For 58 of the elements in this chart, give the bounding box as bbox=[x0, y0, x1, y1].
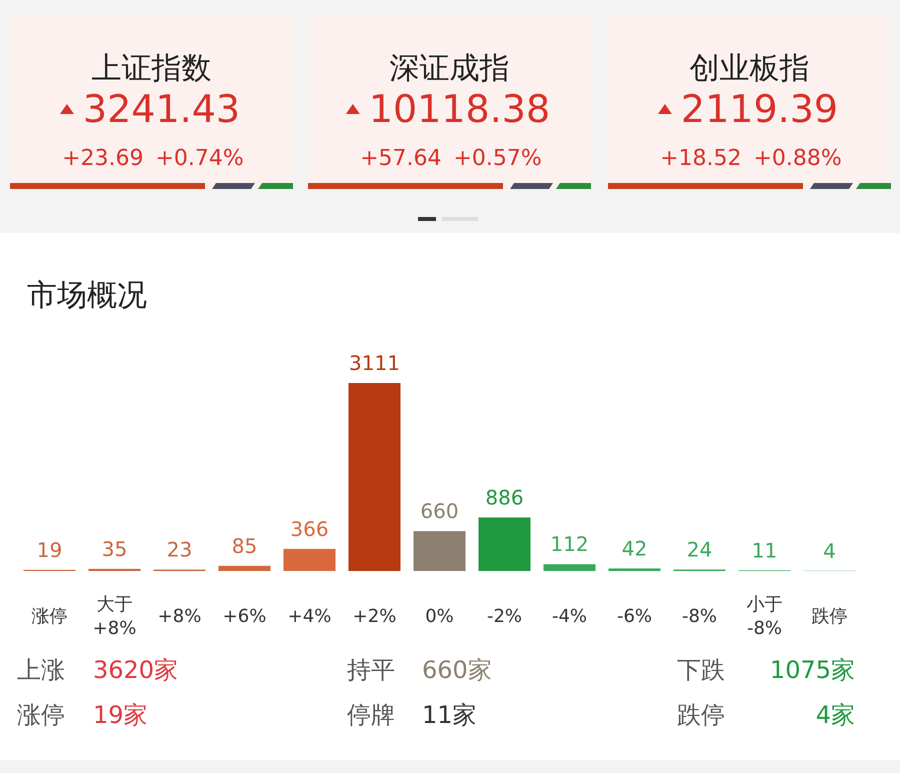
x-tick-label: +2% bbox=[352, 606, 396, 627]
text: +18.52 bbox=[660, 146, 742, 171]
x-tick-label: 涨停 bbox=[32, 606, 68, 627]
bar bbox=[414, 531, 466, 571]
bar bbox=[544, 564, 596, 571]
data-label: 112 bbox=[550, 532, 589, 556]
x-tick-label: +4% bbox=[288, 606, 332, 627]
data-label: 4 bbox=[823, 538, 836, 563]
x-tick-label: 大于 +8% bbox=[92, 594, 136, 639]
data-label: 11 bbox=[752, 538, 778, 562]
text: 停牌 bbox=[347, 701, 395, 729]
text: 上证指数 bbox=[92, 51, 212, 86]
text: 1075家 bbox=[770, 656, 855, 684]
bar bbox=[478, 517, 530, 571]
text: 10118.38 bbox=[368, 87, 550, 131]
text: 上涨 bbox=[17, 656, 65, 684]
text: 19家 bbox=[93, 701, 148, 729]
text: +23.69 bbox=[62, 146, 144, 171]
text: 11家 bbox=[422, 701, 477, 729]
chart-title: 市场概况 bbox=[27, 278, 147, 313]
text: 3620家 bbox=[93, 656, 178, 684]
x-tick-label: +8% bbox=[158, 606, 202, 627]
bar bbox=[608, 568, 660, 571]
text: +0.57% bbox=[454, 146, 542, 171]
data-label: 366 bbox=[290, 516, 329, 541]
data-label: 24 bbox=[686, 538, 712, 562]
text: 深证成指 bbox=[390, 51, 510, 86]
text: 4家 bbox=[816, 701, 855, 729]
text: +57.64 bbox=[360, 146, 442, 171]
x-tick-label: 0% bbox=[425, 606, 454, 627]
data-label: 660 bbox=[420, 499, 459, 524]
x-tick-label: -6% bbox=[616, 606, 652, 627]
x-tick-label: 小于 -8% bbox=[746, 594, 782, 639]
text: 持平 bbox=[347, 656, 395, 684]
text: 涨停 bbox=[17, 701, 65, 729]
x-tick-label: 跌停 bbox=[812, 606, 848, 627]
text: +0.74% bbox=[156, 146, 244, 171]
data-label: 19 bbox=[36, 538, 62, 562]
bar bbox=[348, 383, 400, 571]
text: 660家 bbox=[422, 656, 492, 684]
data-label: 85 bbox=[232, 534, 258, 558]
x-tick-label: +6% bbox=[222, 606, 266, 627]
data-label: 35 bbox=[102, 536, 128, 561]
text: 创业板指 bbox=[690, 51, 810, 86]
text: 跌停 bbox=[677, 701, 725, 729]
data-label: 3111 bbox=[349, 351, 400, 375]
text: 3241.43 bbox=[82, 87, 240, 131]
data-label: 42 bbox=[622, 536, 648, 560]
data-label: 23 bbox=[166, 538, 192, 562]
x-tick-label: -8% bbox=[682, 606, 718, 627]
bar bbox=[218, 566, 270, 571]
text: 下跌 bbox=[677, 656, 725, 684]
x-tick-label: -2% bbox=[486, 606, 522, 627]
x-tick-label: -4% bbox=[552, 606, 588, 627]
data-label: 886 bbox=[485, 485, 524, 510]
bar bbox=[284, 548, 336, 571]
text: 2119.39 bbox=[680, 87, 838, 131]
text: +0.88% bbox=[754, 146, 842, 171]
